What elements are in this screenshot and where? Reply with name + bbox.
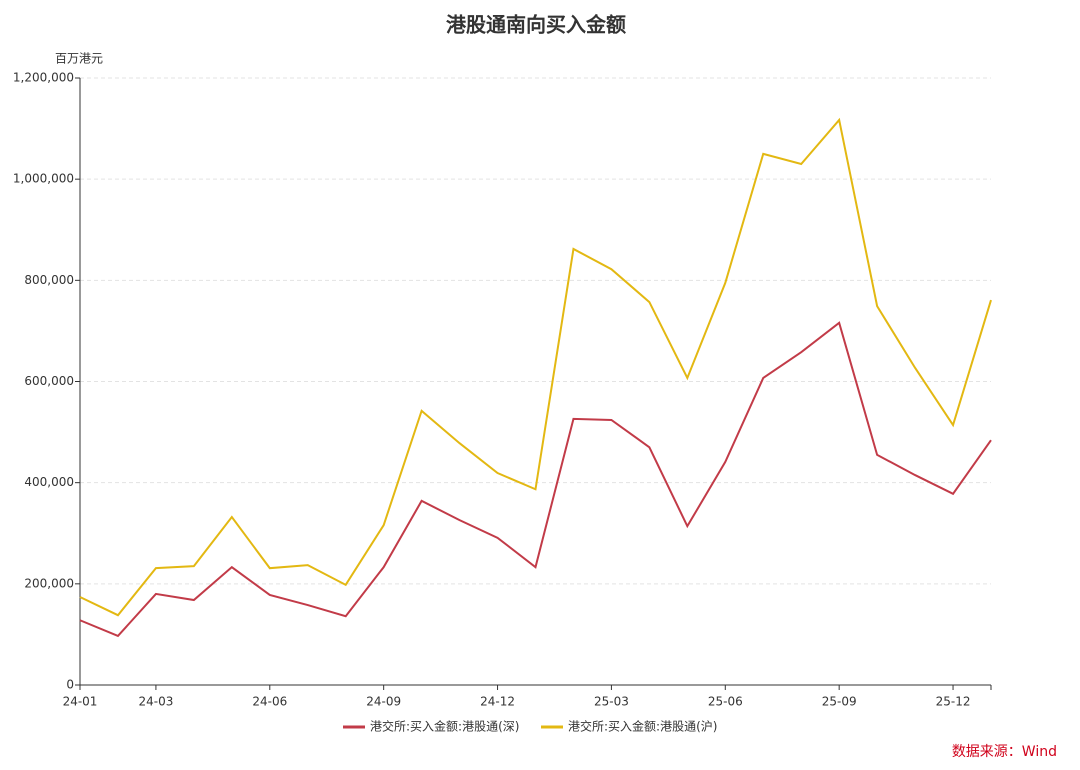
y-tick-label: 200,000 <box>24 576 74 590</box>
legend-label: 港交所:买入金额:港股通(沪) <box>568 719 717 734</box>
y-unit: 百万港元 <box>55 52 103 66</box>
y-tick-label: 400,000 <box>24 475 74 489</box>
x-tick-label: 24-06 <box>252 695 287 709</box>
x-tick-label: 25-06 <box>708 695 743 709</box>
legend-label: 港交所:买入金额:港股通(深) <box>370 719 519 734</box>
y-tick-label: 600,000 <box>24 374 74 388</box>
x-tick-label: 24-01 <box>63 695 98 709</box>
x-tick-label: 25-03 <box>594 695 629 709</box>
x-tick-label: 25-12 <box>936 695 971 709</box>
x-tick-label: 25-09 <box>822 695 857 709</box>
x-tick-label: 24-12 <box>480 695 515 709</box>
y-tick-label: 1,000,000 <box>13 172 74 186</box>
y-tick-label: 1,200,000 <box>13 71 74 85</box>
line-series <box>79 117 992 617</box>
x-tick-label: 24-03 <box>138 695 173 709</box>
line-series <box>79 321 992 638</box>
y-tick-label: 800,000 <box>24 273 74 287</box>
source: 数据来源：Wind <box>952 744 1057 760</box>
x-tick-label: 24-09 <box>366 695 401 709</box>
chart-title: 港股通南向买入金额 <box>446 13 626 37</box>
y-tick-label: 0 <box>66 678 74 692</box>
